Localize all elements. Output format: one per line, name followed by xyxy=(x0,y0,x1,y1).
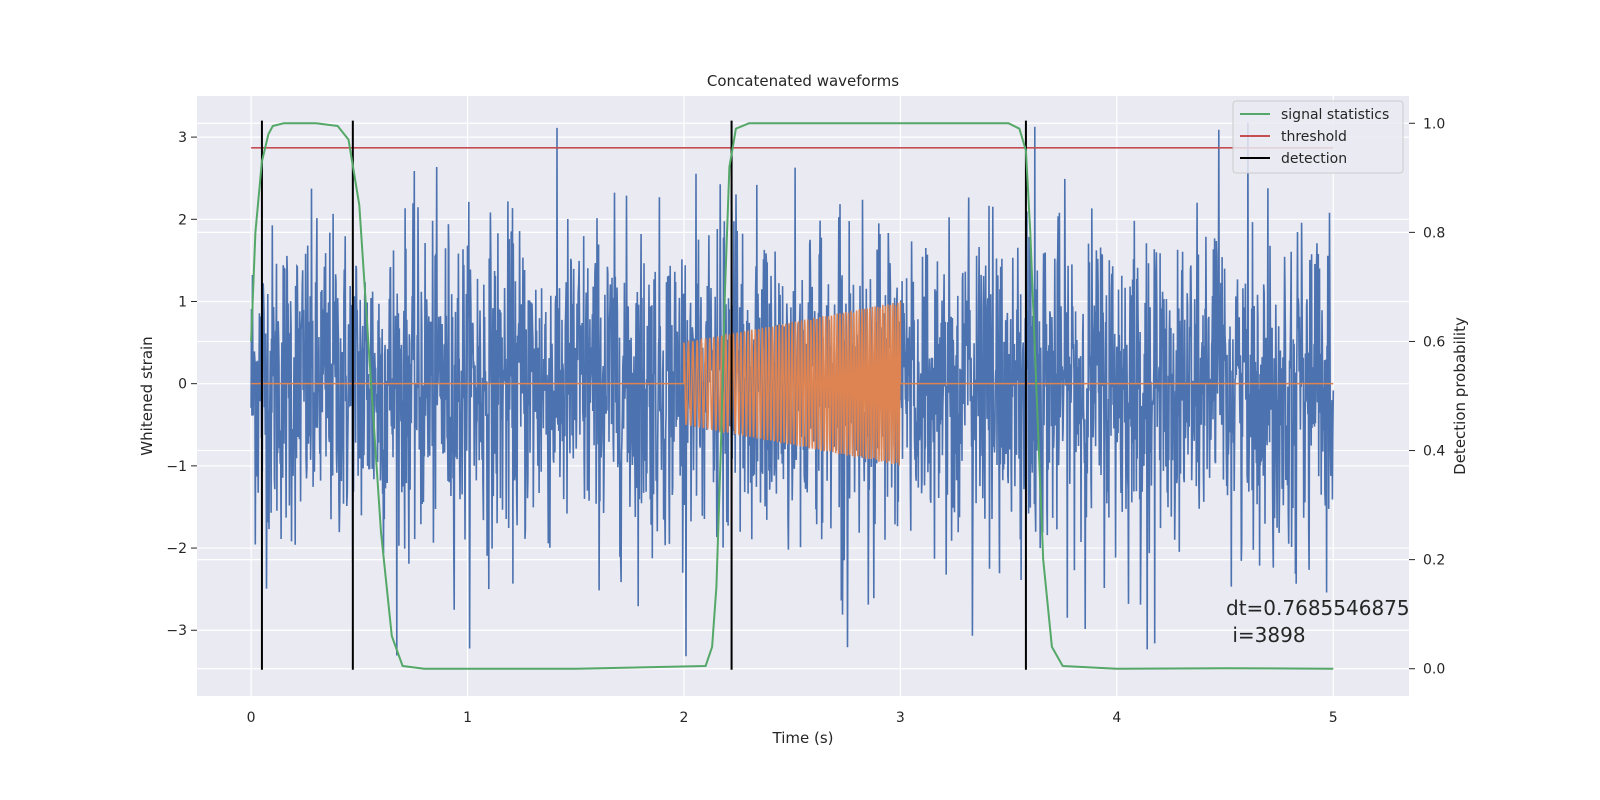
y-tick-label: 2 xyxy=(178,212,187,228)
y2-tick-label: 0.6 xyxy=(1423,334,1445,350)
x-tick-label: 1 xyxy=(463,710,472,726)
y-tick-label: 0 xyxy=(178,377,187,393)
signal-statistics-series xyxy=(250,122,1334,670)
chart-title: Concatenated waveforms xyxy=(707,72,899,90)
annotation-index: i=3898 xyxy=(1226,623,1306,647)
y-tick-label: −2 xyxy=(166,541,187,557)
x-tick-label: 4 xyxy=(1112,710,1121,726)
whitened-strain-series xyxy=(250,122,1335,657)
legend-label-detection: detection xyxy=(1281,151,1347,167)
y-tick-label: −3 xyxy=(166,623,187,639)
legend-label-threshold: threshold xyxy=(1281,129,1347,145)
y2-tick-label: 0.0 xyxy=(1423,662,1445,678)
strain-line xyxy=(250,122,1335,657)
injected-chirp-series xyxy=(251,301,1334,466)
y2-tick-label: 0.2 xyxy=(1423,553,1445,569)
y-tick-label: 1 xyxy=(178,294,187,310)
y2-tick-label: 0.8 xyxy=(1423,225,1445,241)
axis-ticks: 0 1 2 3 4 5 −3 −2 −1 0 1 2 3 0.0 0.2 0.4 0.6 0.8 1.0 xyxy=(166,116,1445,726)
x-tick-label: 3 xyxy=(896,710,905,726)
x-axis-label: Time (s) xyxy=(772,729,834,747)
legend-label-signal-statistics: signal statistics xyxy=(1281,107,1389,123)
chirp-line xyxy=(251,301,1334,466)
signal-statistics-line xyxy=(250,122,1334,670)
y2-tick-label: 1.0 xyxy=(1423,116,1445,132)
x-tick-label: 2 xyxy=(680,710,689,726)
y-tick-label: 3 xyxy=(178,130,187,146)
y-tick-label: −1 xyxy=(166,459,187,475)
x-tick-label: 0 xyxy=(247,710,256,726)
x-tick-label: 5 xyxy=(1329,710,1338,726)
y-axis-label: Whitened strain xyxy=(138,336,156,455)
legend: signal statistics threshold detection xyxy=(1232,100,1404,174)
detection-series xyxy=(260,120,1027,670)
legend-box xyxy=(1232,100,1404,174)
y2-axis-label: Detection probability xyxy=(1451,317,1469,475)
annotation-dt: dt=0.7685546875 xyxy=(1226,596,1410,620)
y2-tick-label: 0.4 xyxy=(1423,444,1445,460)
